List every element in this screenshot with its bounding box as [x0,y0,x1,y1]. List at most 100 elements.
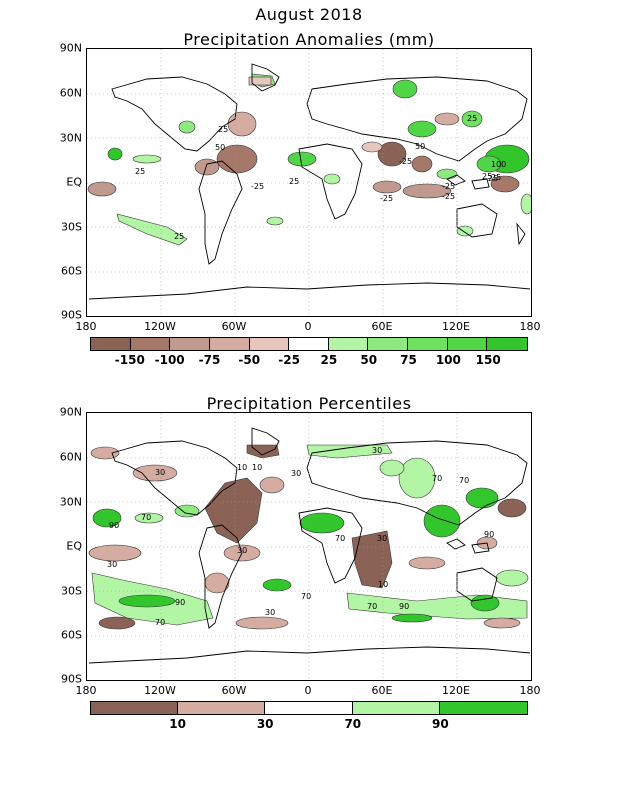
p2-contour-label: 70 [459,476,469,485]
grid-lines-2 [87,413,531,680]
p2-lon-60w: 60W [221,684,247,697]
p1-lon-60e: 60E [371,320,393,333]
p2-contour-label: 30 [107,560,117,569]
percentile-map: 30 10 30 70 90 70 30 70 30 10 90 70 70 9… [86,412,532,681]
p2-contour-label: 30 [155,468,165,477]
p1-contour-label: -25 [442,182,455,191]
p2-lat-30s: 30S [61,584,82,598]
anomaly-colorbar-tick-label: 50 [360,353,378,367]
percentile-colorbar-tick-label: 70 [344,717,362,731]
anomaly-colorbar-swatch [130,338,171,350]
p1-lon-180w: 180 [75,320,97,333]
anomaly-colorbar-swatch [368,338,408,350]
p1-contour-label: 25 [218,125,228,134]
anomaly-colorbar-tick-label: -75 [198,353,221,367]
p1-contour-label: 50 [415,142,425,151]
p2-contour-label: 90 [175,598,185,607]
p1-lon-0: 0 [304,320,312,333]
p2-lon-60e: 60E [371,684,393,697]
p2-contour-label: 90 [399,602,409,611]
grid-lines [87,49,531,316]
p2-lon-120e: 120E [442,684,470,697]
p2-contour-label: 70 [367,602,377,611]
anomaly-colorbar-tick-label: 100 [435,353,461,367]
percentile-colorbar-swatch [352,702,440,714]
percentile-colorbar-tick-label: 10 [169,717,186,731]
p1-lon-60w: 60W [221,320,247,333]
p2-contour-label: 30 [265,608,275,617]
panel2-title: Precipitation Percentiles [206,394,412,413]
p1-contour-label: 25 [467,114,477,123]
p1-contour-label: 100 [491,160,506,169]
p2-contour-label: 30 [372,446,382,455]
anomaly-colorbar-tick-label: -25 [278,353,300,367]
p2-lon-180w: 180 [75,684,97,697]
p1-contour-label: -25 [251,182,264,191]
anomaly-colorbar-swatch [447,338,488,350]
p1-contour-label: -25 [442,192,455,201]
percentile-colorbar [90,701,528,715]
anomaly-positive-areas [107,73,531,246]
p2-lat-90s: 90S [61,672,82,686]
p2-contour-label: 70 [141,513,151,522]
panel1-title: Precipitation Anomalies (mm) [183,30,435,49]
percentile-colorbar-swatch [91,702,179,714]
anomaly-colorbar-swatch [408,338,448,350]
anomaly-map: 25 50 25 -25 25 -25 25 25 -25 50 100 -25… [86,48,532,317]
anomaly-colorbar-swatch [170,338,210,350]
p1-lon-180e: 180 [519,320,541,333]
percentile-colorbar-swatch [265,702,353,714]
anomaly-colorbar-tick-label: 75 [400,353,417,367]
p2-lat-60n: 60N [59,450,82,464]
p1-contour-label: 25 [174,232,184,241]
p1-lat-60s: 60S [61,264,82,278]
anomaly-colorbar-tick-label: 25 [320,353,338,367]
p2-lat-eq: EQ [66,539,82,553]
anomaly-colorbar-tick-label: -100 [154,353,185,367]
p1-contour-label: 25 [135,167,145,176]
continent-outlines [88,63,531,300]
p1-lon-120e: 120E [442,320,470,333]
percentile-colorbar-tick-label: 90 [432,717,449,731]
p1-contour-label: -25 [380,194,393,203]
anomaly-colorbar-swatch [487,338,527,350]
anomaly-colorbar-swatch [289,338,329,350]
anomaly-colorbar-swatch [91,338,131,350]
anomaly-colorbar-tick-label: 150 [475,353,501,367]
p1-contour-label: 25 [482,172,492,181]
p1-lat-60n: 60N [59,86,82,100]
continent-outlines-2 [88,427,531,664]
percentile-colorbar-swatch [178,702,266,714]
p1-contour-label: -25 [485,174,498,183]
p2-contour-label: 30 [377,534,387,543]
p2-lat-60s: 60S [61,628,82,642]
p2-contour-label: 70 [335,534,345,543]
p1-lat-30s: 30S [61,220,82,234]
p1-lon-120w: 120W [144,320,176,333]
anomaly-colorbar-tick-label: -50 [238,353,261,367]
p2-contour-label: 90 [484,530,494,539]
p2-contour-label: 30 [237,546,247,555]
p2-lon-0: 0 [304,684,312,697]
p2-lat-30n: 30N [59,495,82,509]
main-title: August 2018 [255,5,363,24]
p1-lat-30n: 30N [59,131,82,145]
p2-contour-label: 30 [291,469,301,478]
p1-lat-90s: 90S [61,308,82,322]
p1-contour-label: 25 [289,177,299,186]
percentile-colorbar-tick-label: 30 [256,717,274,731]
p1-contour-label: 50 [215,143,225,152]
p2-lon-180e: 180 [519,684,541,697]
p1-contour-label: 25 [491,173,501,182]
p2-contour-label: 10 [378,580,388,589]
p2-contour-label: 10 [252,463,262,472]
anomaly-colorbar-swatch [209,338,250,350]
p1-lat-eq: EQ [66,175,82,189]
p1-contour-label: -25 [399,157,412,166]
anomaly-colorbar [90,337,528,351]
p2-lat-90n: 90N [59,405,82,419]
p2-contour-label: 70 [155,618,165,627]
anomaly-colorbar-swatch [249,338,290,350]
p1-lat-90n: 90N [59,41,82,55]
p2-contour-label: 90 [109,521,119,530]
